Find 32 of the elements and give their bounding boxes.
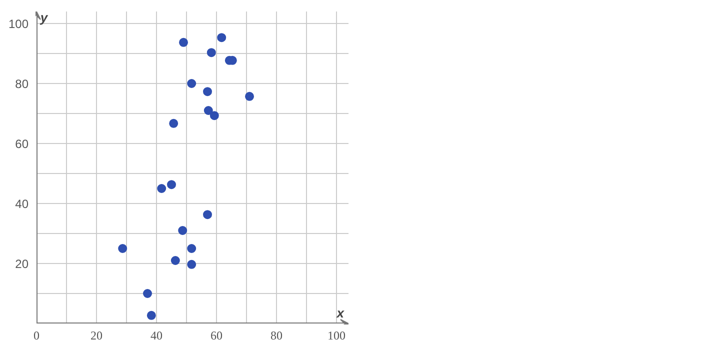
point	[178, 226, 188, 235]
point	[210, 111, 219, 120]
y-tick-label: 40	[15, 197, 29, 211]
point	[206, 48, 216, 58]
point	[169, 118, 178, 128]
point	[203, 87, 212, 96]
y-axis-title: y	[39, 10, 48, 25]
point	[118, 244, 128, 253]
x-tick-label: 100	[328, 328, 346, 342]
point	[167, 180, 176, 190]
point	[245, 92, 254, 101]
y-tick-label: 60	[15, 137, 29, 151]
point	[179, 38, 188, 47]
x-tick-label: 80	[270, 328, 282, 342]
x-tick-label: 20	[90, 328, 102, 342]
x-axis-title: x	[336, 306, 345, 320]
point	[187, 244, 196, 253]
point	[204, 106, 213, 115]
x-tick-label: 0	[34, 328, 40, 342]
y-tick-label: 100	[8, 17, 29, 31]
y-tick-label: 80	[15, 77, 29, 91]
point	[157, 184, 166, 193]
point	[187, 79, 196, 88]
x-tick-label: 60	[210, 328, 222, 342]
point	[203, 210, 212, 220]
x-tick-label: 40	[150, 328, 162, 342]
point	[217, 33, 226, 42]
point	[143, 289, 152, 298]
y-tick-label: 20	[15, 257, 29, 271]
point	[146, 310, 156, 320]
point	[170, 256, 180, 265]
point	[187, 260, 196, 269]
